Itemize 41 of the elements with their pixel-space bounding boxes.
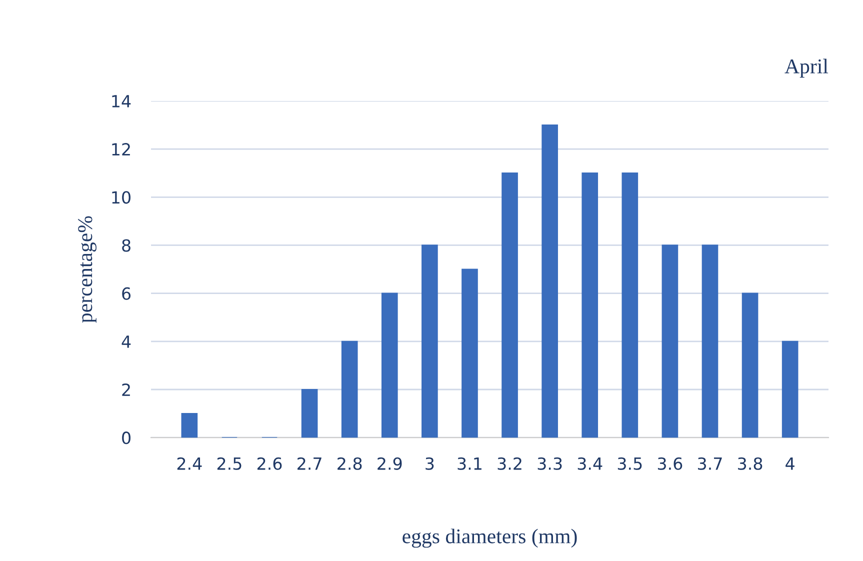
x-tick-label: 2.8 [338,457,362,470]
x-tick-label: 3.2 [498,457,522,470]
bar [422,244,438,438]
x-tick-label: 2.6 [257,457,282,470]
bar [502,172,518,438]
y-tick-label: 10 [112,191,130,204]
bar [181,412,198,438]
bar [301,388,318,438]
x-tick-label: 4 [786,458,794,470]
x-tick-label: 3.8 [738,457,762,470]
x-tick-label: 3.6 [658,457,682,470]
y-tick-label: 14 [112,95,131,108]
x-tick-label: 2.4 [177,457,202,470]
bar [662,244,678,438]
bar [381,292,398,438]
bar [341,340,358,438]
bar [622,172,638,438]
y-tick-label: 6 [122,287,131,300]
bar [542,124,558,438]
x-tick-label: 3.1 [458,457,482,470]
y-tick-label: 8 [122,239,130,252]
bar [582,172,598,438]
x-tick-label: 2.7 [298,457,322,470]
bar [462,268,478,438]
bar [782,340,798,438]
x-tick-label: 3.7 [698,457,722,470]
x-tick-label: 3.4 [578,457,602,470]
bar [702,244,718,438]
chart-title: April [784,58,828,78]
y-axis-title: percentage% [78,216,96,323]
x-tick-label: 3.3 [538,457,562,470]
y-tick-label: 0 [122,432,130,444]
bar [742,292,758,438]
x-tick-label: 3 [426,457,434,470]
y-tick-label: 4 [122,336,131,348]
y-tick-label: 2 [122,383,130,396]
x-axis-title: eggs diameters (mm) [402,528,577,548]
x-tick-label: 2.9 [378,457,402,470]
x-tick-label: 3.5 [618,457,642,470]
y-tick-label: 12 [112,143,130,156]
x-tick-label: 2.5 [217,457,242,470]
